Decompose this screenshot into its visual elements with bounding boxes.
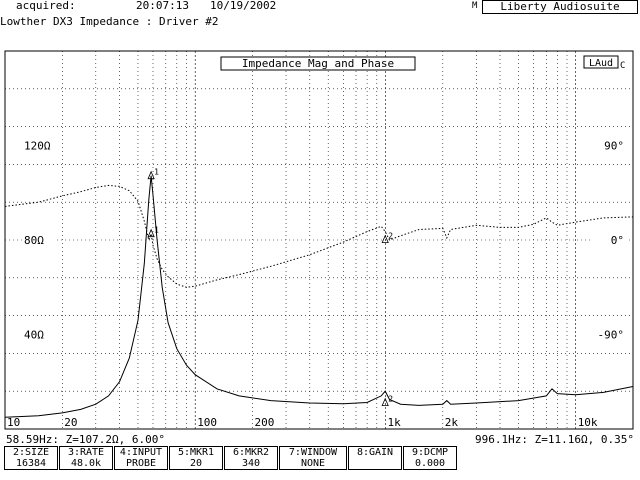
marker-label: 1 [154, 168, 159, 177]
soft-key-gain[interactable]: 8:GAIN [348, 446, 402, 470]
y-tick-label-bg [22, 139, 56, 152]
marker-label: 1 [154, 226, 159, 235]
x-tick-label: 200 [255, 416, 275, 429]
marker-triangle [147, 170, 155, 180]
soft-key-label: 4:INPUT [119, 447, 163, 458]
subtitle: Lowther DX3 Impedance : Driver #2 [0, 15, 219, 28]
marker2-readout: 996.1Hz: Z=11.16Ω, 0.35° [475, 433, 634, 446]
chart-title-box [220, 56, 416, 71]
impedance-chart: Impedance Mag and Phase LAud C 10 20 100 200 1k… [4, 50, 634, 430]
soft-key-input[interactable]: 4:INPUT PROBE [114, 446, 168, 470]
soft-key-dcmp[interactable]: 9:DCMP 0.000 [403, 446, 457, 470]
y-tick-label-bg [22, 328, 56, 341]
soft-key-window[interactable]: 7:WINDOW NONE [279, 446, 347, 470]
soft-key-label: 5:MKR1 [177, 447, 215, 458]
acquired-date: 10/19/2002 [210, 0, 277, 12]
x-tick-label: 10 [7, 416, 20, 429]
y-tick-label-bg [592, 139, 628, 152]
y-left-tick-label: 120Ω [24, 140, 51, 153]
y-right-tick-label: 0° [611, 234, 624, 247]
soft-key-value: 340 [241, 458, 261, 469]
marker-label: 2 [388, 395, 393, 404]
plot-frame [4, 50, 634, 430]
soft-key-mkr2[interactable]: 6:MKR2 340 [224, 446, 278, 470]
soft-key-mkr1[interactable]: 5:MKR1 20 [169, 446, 223, 470]
soft-key-bar: 2:SIZE 16384 3:RATE 48.0k 4:INPUT PROBE 5:MKR1… [4, 446, 458, 470]
soft-key-label: 2:SIZE [12, 447, 50, 458]
brand-badge: Liberty Audiosuite [482, 0, 638, 14]
x-tick-label: 1k [388, 416, 402, 429]
x-tick-label: 20 [64, 416, 77, 429]
impedance-phase-line [4, 184, 634, 288]
acquired-label: acquired: [16, 0, 76, 12]
marker-readout-bar: 58.59Hz: Z=107.2Ω, 6.00° 996.1Hz: Z=11.1… [4, 434, 636, 446]
soft-key-label: 8:GAIN [356, 447, 394, 458]
marker-triangle [381, 234, 389, 244]
soft-key-value: PROBE [125, 458, 157, 469]
y-tick-label-bg [592, 328, 628, 341]
y-right-tick-label: 90° [604, 140, 624, 153]
brand-prefix: M [472, 1, 478, 11]
soft-key-size[interactable]: 2:SIZE 16384 [4, 446, 58, 470]
corner-badge-box [583, 55, 619, 69]
corner-badge: LAud [589, 58, 613, 69]
y-tick-label-bg [592, 234, 628, 246]
y-left-tick-label: 80Ω [24, 234, 44, 247]
soft-key-value: 0.000 [414, 458, 446, 469]
y-right-tick-label: -90° [598, 329, 625, 342]
soft-key-value: NONE [300, 458, 326, 469]
impedance-magnitude-line [4, 175, 634, 418]
acquired-time: 20:07:13 [136, 0, 189, 12]
y-left-tick-label: 40Ω [24, 329, 44, 342]
chart-title: Impedance Mag and Phase [242, 57, 394, 70]
soft-key-value: 16384 [15, 458, 47, 469]
soft-key-label: 7:WINDOW [288, 447, 338, 458]
marker1-readout: 58.59Hz: Z=107.2Ω, 6.00° [6, 433, 165, 446]
soft-key-value: 20 [189, 458, 203, 469]
soft-key-label: 9:DCMP [411, 447, 449, 458]
y-tick-label-bg [22, 234, 56, 246]
soft-key-label: 6:MKR2 [232, 447, 270, 458]
x-tick-label: 10k [578, 416, 598, 429]
x-tick-label: 2k [445, 416, 459, 429]
marker-triangle [381, 397, 389, 407]
soft-key-label: 3:RATE [67, 447, 105, 458]
x-tick-label: 100 [197, 416, 217, 429]
marker-label: 2 [388, 232, 393, 241]
soft-key-value: 48.0k [70, 458, 102, 469]
corner-badge-suffix: C [620, 61, 625, 71]
marker-triangle [147, 228, 155, 238]
soft-key-rate[interactable]: 3:RATE 48.0k [59, 446, 113, 470]
